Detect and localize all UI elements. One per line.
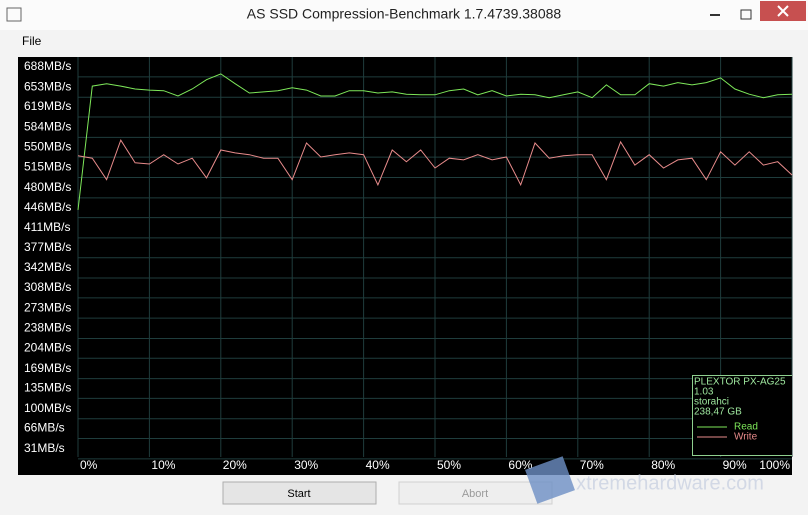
- x-tick-label: 60%: [508, 458, 532, 472]
- drive-info: 1.03: [694, 387, 714, 398]
- watermark: xtremehardware.com: [576, 472, 764, 494]
- x-tick-label: 30%: [294, 458, 318, 472]
- drive-info: 238,47 GB: [694, 407, 742, 418]
- x-tick-label: 100%: [759, 458, 790, 472]
- y-tick-label: 619MB/s: [24, 99, 71, 113]
- app-icon: [6, 7, 22, 22]
- menu-file[interactable]: File: [22, 34, 42, 48]
- y-tick-label: 515MB/s: [24, 160, 71, 174]
- y-tick-label: 446MB/s: [24, 200, 71, 214]
- legend-box: [692, 375, 792, 456]
- legend-label: Write: [734, 432, 758, 443]
- y-tick-label: 100MB/s: [24, 401, 71, 415]
- x-tick-label: 50%: [437, 458, 461, 472]
- series-line: [77, 73, 793, 210]
- y-tick-label: 688MB/s: [24, 59, 71, 73]
- y-tick-label: 653MB/s: [24, 79, 71, 93]
- x-tick-label: 90%: [723, 458, 747, 472]
- drive-info: storahci: [694, 397, 729, 408]
- y-tick-label: 308MB/s: [24, 280, 71, 294]
- x-tick-label: 40%: [366, 458, 390, 472]
- watermark-logo: [525, 456, 575, 504]
- chart-panel: [18, 57, 792, 475]
- x-tick-label: 0%: [80, 458, 98, 472]
- y-tick-label: 480MB/s: [24, 180, 71, 194]
- window-title: AS SSD Compression-Benchmark 1.7.4739.38…: [247, 6, 562, 22]
- maximize[interactable]: [740, 9, 752, 20]
- y-tick-label: 31MB/s: [24, 441, 65, 455]
- y-tick-label: 584MB/s: [24, 120, 71, 134]
- y-tick-label: 238MB/s: [24, 321, 71, 335]
- x-tick-label: 10%: [151, 458, 175, 472]
- abort-label: Abort: [462, 488, 488, 500]
- y-tick-label: 377MB/s: [24, 240, 71, 254]
- y-tick-label: 411MB/s: [24, 220, 70, 234]
- legend-label: Read: [734, 422, 758, 433]
- y-tick-label: 273MB/s: [24, 300, 71, 314]
- x-tick-label: 20%: [223, 458, 247, 472]
- x-tick-label: 80%: [651, 458, 675, 472]
- start-button[interactable]: [222, 481, 377, 505]
- y-tick-label: 135MB/s: [24, 381, 71, 395]
- y-tick-label: 204MB/s: [24, 340, 71, 354]
- close-icon: [777, 5, 789, 17]
- start-label: Start: [287, 488, 310, 500]
- y-tick-label: 342MB/s: [24, 260, 71, 274]
- plot: 31MB/s 66MB/s 100MB/s 135MB/s 169MB/s 204MB/s…: [24, 57, 793, 472]
- title-bar: [0, 0, 808, 30]
- x-tick-label: 70%: [580, 458, 604, 472]
- y-tick-label: 169MB/s: [24, 361, 71, 375]
- series-line: [77, 138, 793, 187]
- drive-info: PLEXTOR PX-AG25: [694, 377, 786, 388]
- y-tick-label: 66MB/s: [24, 421, 65, 435]
- y-tick-label: 550MB/s: [24, 139, 71, 153]
